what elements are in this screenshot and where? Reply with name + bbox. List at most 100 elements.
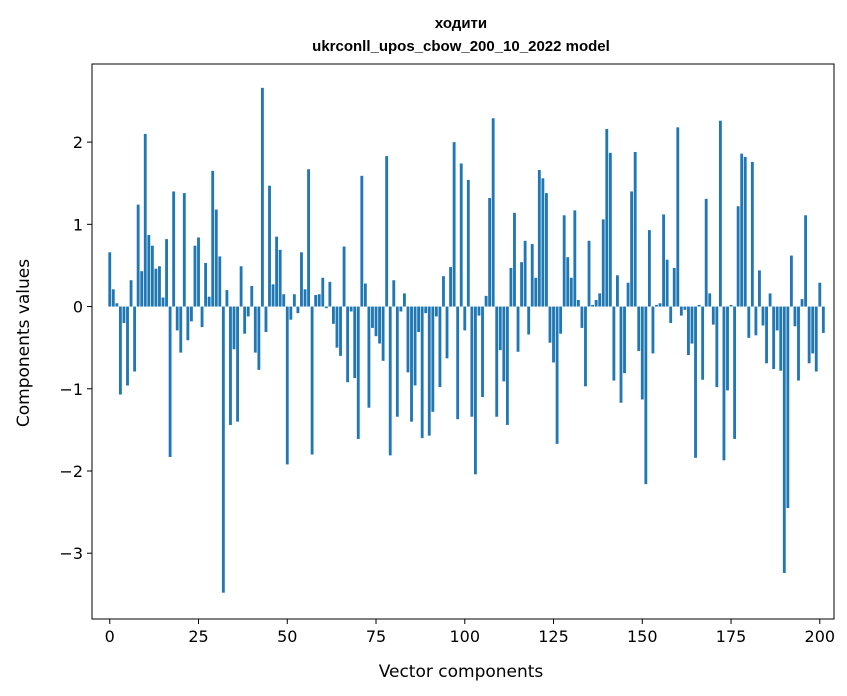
bar-27	[204, 262, 208, 307]
x-tick-label-125: 125	[538, 627, 569, 646]
bar-176	[733, 306, 737, 439]
bar-104	[477, 306, 481, 316]
bar-116	[520, 262, 523, 307]
bar-133	[580, 306, 584, 328]
x-axis-ticks: 0 25 50 75 100 125 150 175 200	[105, 619, 835, 646]
bar-28	[207, 296, 211, 307]
x-tick-label-25: 25	[188, 627, 208, 646]
bar-159	[672, 267, 676, 307]
bar-154	[655, 304, 658, 307]
y-tick-label--1: −1	[59, 380, 83, 399]
bar-7	[133, 306, 137, 372]
bar-15	[161, 297, 165, 307]
bar-109	[495, 306, 499, 417]
bar-85	[410, 306, 413, 422]
bar-17	[168, 306, 172, 458]
bar-23	[189, 306, 193, 322]
bar-182	[754, 306, 758, 336]
plot-frame	[91, 63, 835, 620]
bar-96	[449, 267, 452, 307]
bar-2	[115, 303, 119, 307]
bar-67	[346, 306, 350, 383]
bar-142	[612, 306, 616, 381]
bar-20	[179, 306, 183, 353]
bar-184	[761, 306, 765, 326]
bar-119	[530, 244, 534, 307]
bar-73	[367, 306, 371, 408]
bar-46	[271, 284, 275, 307]
bar-165	[694, 306, 697, 458]
bar-161	[679, 306, 683, 316]
bar-14	[158, 266, 161, 307]
bar-120	[534, 277, 538, 307]
bar-40	[250, 286, 254, 307]
bar-4	[122, 306, 126, 323]
bar-188	[775, 306, 779, 331]
bar-149	[637, 306, 641, 351]
bar-9	[140, 271, 144, 307]
bar-130	[569, 277, 573, 307]
bar-98	[456, 306, 460, 420]
bar-49	[282, 294, 286, 307]
bar-138	[598, 293, 602, 307]
bar-127	[559, 306, 563, 334]
bar-135	[587, 240, 591, 307]
bar-137	[594, 299, 598, 307]
bar-3	[118, 306, 122, 395]
bar-168	[704, 198, 708, 307]
bar-114	[513, 212, 516, 307]
bar-56	[307, 169, 310, 307]
bar-11	[147, 235, 151, 307]
bar-72	[363, 283, 367, 307]
bar-18	[172, 191, 176, 307]
bar-144	[619, 306, 623, 403]
bar-108	[491, 118, 495, 307]
y-axis-label: Components values	[14, 259, 34, 427]
bar-84	[406, 306, 410, 373]
bar-143	[616, 275, 619, 307]
bar-92	[434, 306, 438, 317]
x-axis-label: Vector components	[379, 662, 544, 682]
bar-81	[395, 306, 399, 417]
bar-54	[300, 252, 303, 307]
bar-69	[353, 306, 357, 379]
bar-25	[197, 237, 200, 307]
bar-175	[729, 304, 733, 307]
bar-131	[573, 210, 577, 307]
y-tick-label-2: 2	[73, 133, 83, 152]
bar-148	[633, 151, 637, 307]
bar-61	[324, 306, 328, 309]
bar-145	[623, 306, 626, 374]
bar-146	[626, 282, 630, 307]
bar-192	[789, 255, 793, 307]
bar-181	[750, 161, 754, 307]
bar-89	[424, 306, 428, 314]
bar-50	[285, 306, 289, 465]
bar-33	[225, 290, 229, 307]
bar-174	[726, 306, 729, 391]
bar-187	[772, 306, 776, 370]
bar-156	[662, 214, 666, 307]
bar-201	[821, 306, 825, 333]
bar-39	[246, 306, 250, 317]
bar-80	[392, 280, 396, 307]
bar-191	[786, 306, 790, 508]
bar-34	[229, 306, 232, 425]
bar-121	[537, 170, 541, 307]
bar-35	[232, 306, 236, 350]
bar-21	[182, 193, 186, 307]
bar-111	[502, 306, 506, 382]
bar-153	[651, 306, 655, 354]
bar-53	[296, 306, 300, 314]
bar-117	[523, 240, 527, 307]
y-tick-label--3: −3	[59, 544, 83, 563]
bar-51	[289, 306, 293, 320]
bar-163	[687, 306, 690, 356]
bar-12	[150, 245, 154, 307]
bar-68	[349, 306, 353, 312]
bar-132	[576, 299, 580, 307]
bar-126	[555, 306, 559, 444]
bar-6	[129, 280, 133, 307]
bar-36	[236, 306, 239, 422]
bar-99	[459, 163, 463, 307]
